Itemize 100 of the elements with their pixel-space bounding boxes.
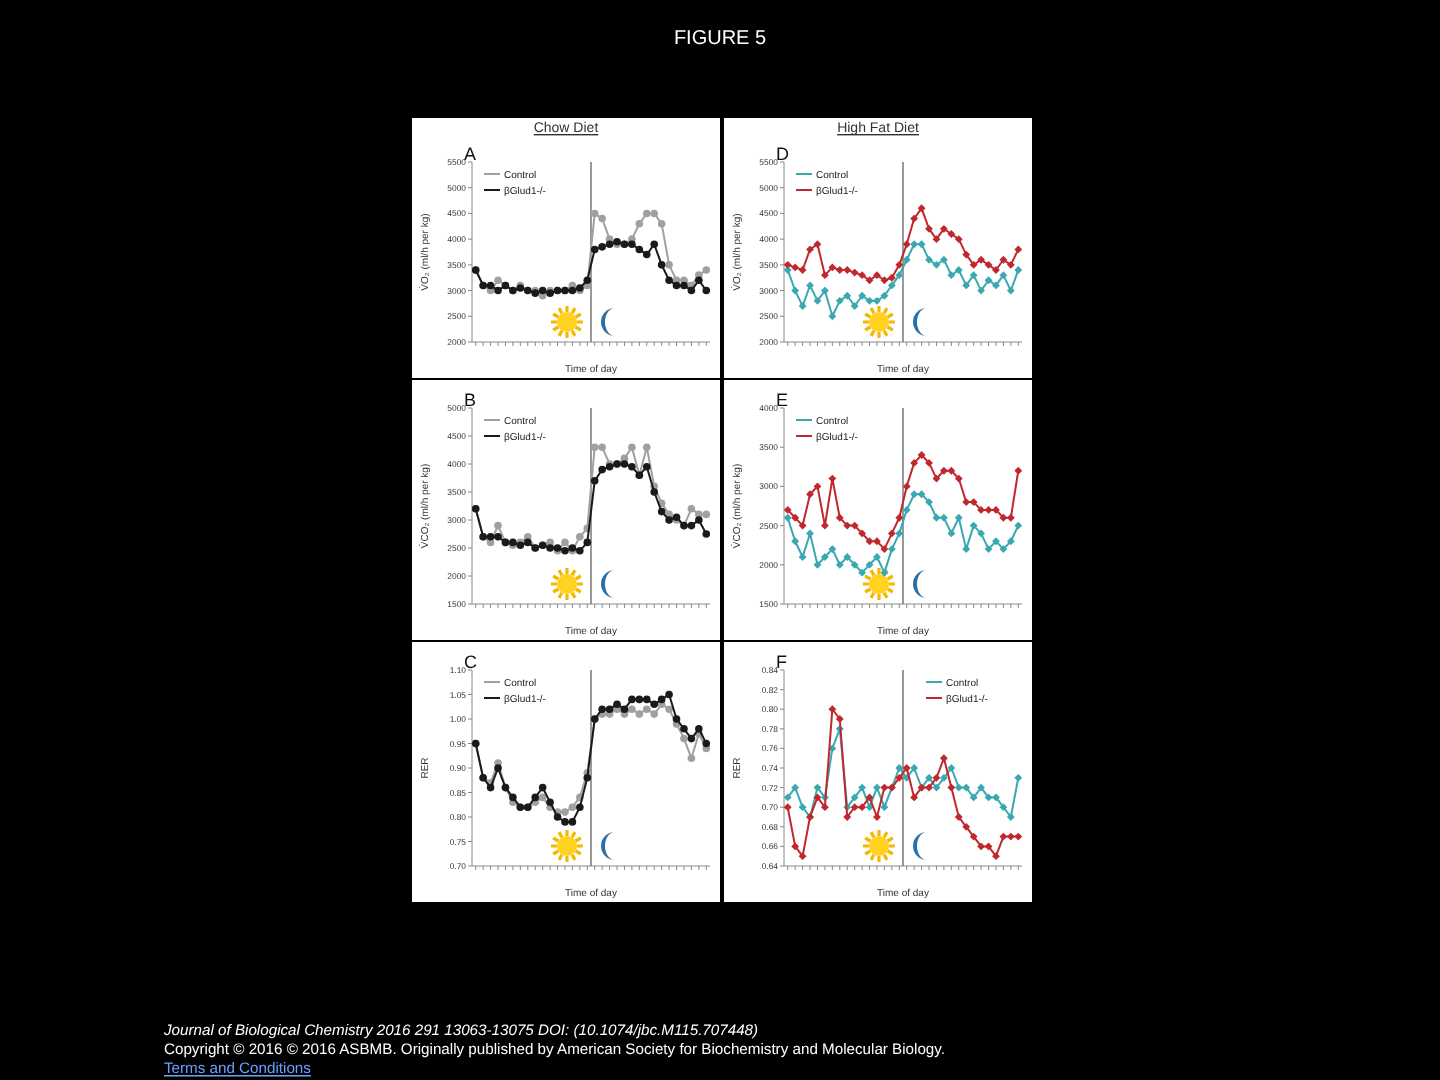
point: [680, 725, 688, 733]
point: [486, 783, 495, 792]
point: [865, 276, 874, 285]
point: [947, 764, 956, 772]
point: [568, 818, 577, 826]
point: [999, 271, 1008, 280]
point: [880, 291, 889, 300]
point: [605, 240, 614, 249]
point: [642, 443, 651, 451]
point: [695, 725, 703, 733]
point: [895, 271, 904, 280]
point: [813, 783, 822, 792]
point: [910, 490, 919, 499]
point: [628, 443, 636, 451]
point: [798, 852, 807, 861]
point: [992, 793, 1000, 802]
point: [665, 516, 673, 524]
point: [999, 545, 1008, 554]
point: [605, 705, 614, 713]
point: [583, 538, 592, 547]
point: [984, 842, 993, 851]
line-series: [471, 237, 711, 297]
point: [590, 443, 599, 451]
point: [858, 291, 867, 300]
point: [798, 266, 807, 274]
point: [947, 529, 956, 538]
point: [873, 783, 881, 792]
chart-title: B: [464, 390, 477, 410]
point: [977, 286, 986, 295]
point: [695, 516, 703, 524]
point: [486, 281, 495, 290]
point: [538, 783, 547, 792]
point: [695, 276, 703, 285]
point: [635, 710, 644, 718]
point: [523, 538, 532, 547]
point: [858, 803, 867, 812]
point: [977, 842, 986, 851]
point: [932, 260, 941, 269]
point: [820, 803, 829, 812]
point: [813, 240, 822, 249]
point: [628, 463, 636, 471]
point: [553, 813, 562, 821]
point: [494, 276, 502, 285]
point: [917, 451, 926, 459]
point: [910, 793, 919, 802]
point: [932, 773, 941, 782]
point: [538, 793, 547, 802]
point: [865, 560, 874, 569]
point: [1006, 513, 1015, 522]
point: [820, 553, 829, 561]
point: [895, 529, 904, 538]
point: [613, 700, 621, 709]
point: [925, 498, 933, 506]
point: [828, 705, 837, 714]
point: [925, 224, 933, 233]
point: [992, 537, 1000, 546]
point: [887, 273, 896, 282]
chart-title: C: [464, 652, 478, 672]
point: [486, 533, 495, 541]
point: [494, 764, 502, 772]
point: [813, 793, 822, 802]
point: [910, 764, 919, 772]
point: [954, 513, 963, 522]
point: [873, 296, 881, 305]
point: [969, 498, 978, 506]
point: [657, 695, 666, 704]
point: [598, 443, 606, 451]
point: [895, 764, 904, 772]
point: [969, 521, 978, 530]
point: [791, 513, 800, 522]
point: [835, 560, 844, 569]
point: [962, 783, 971, 792]
point: [880, 783, 889, 792]
point: [590, 477, 599, 485]
point: [947, 230, 956, 238]
point: [984, 793, 993, 802]
chart-title: A: [464, 144, 477, 164]
point: [1014, 245, 1023, 254]
point: [939, 773, 948, 782]
point: [680, 734, 688, 743]
point: [598, 214, 606, 223]
point: [806, 281, 814, 290]
point: [873, 271, 881, 280]
point: [984, 506, 993, 514]
point: [598, 243, 606, 251]
point: [992, 281, 1000, 290]
point: [791, 263, 800, 272]
point: [791, 783, 800, 792]
point: [657, 261, 666, 269]
point: [925, 783, 933, 792]
point: [561, 547, 569, 555]
point: [984, 260, 993, 269]
point: [999, 255, 1008, 264]
point: [917, 204, 926, 213]
point: [620, 705, 629, 713]
point: [561, 808, 569, 816]
point: [1014, 773, 1023, 782]
point: [650, 710, 659, 718]
point: [969, 271, 978, 280]
point: [798, 803, 807, 812]
